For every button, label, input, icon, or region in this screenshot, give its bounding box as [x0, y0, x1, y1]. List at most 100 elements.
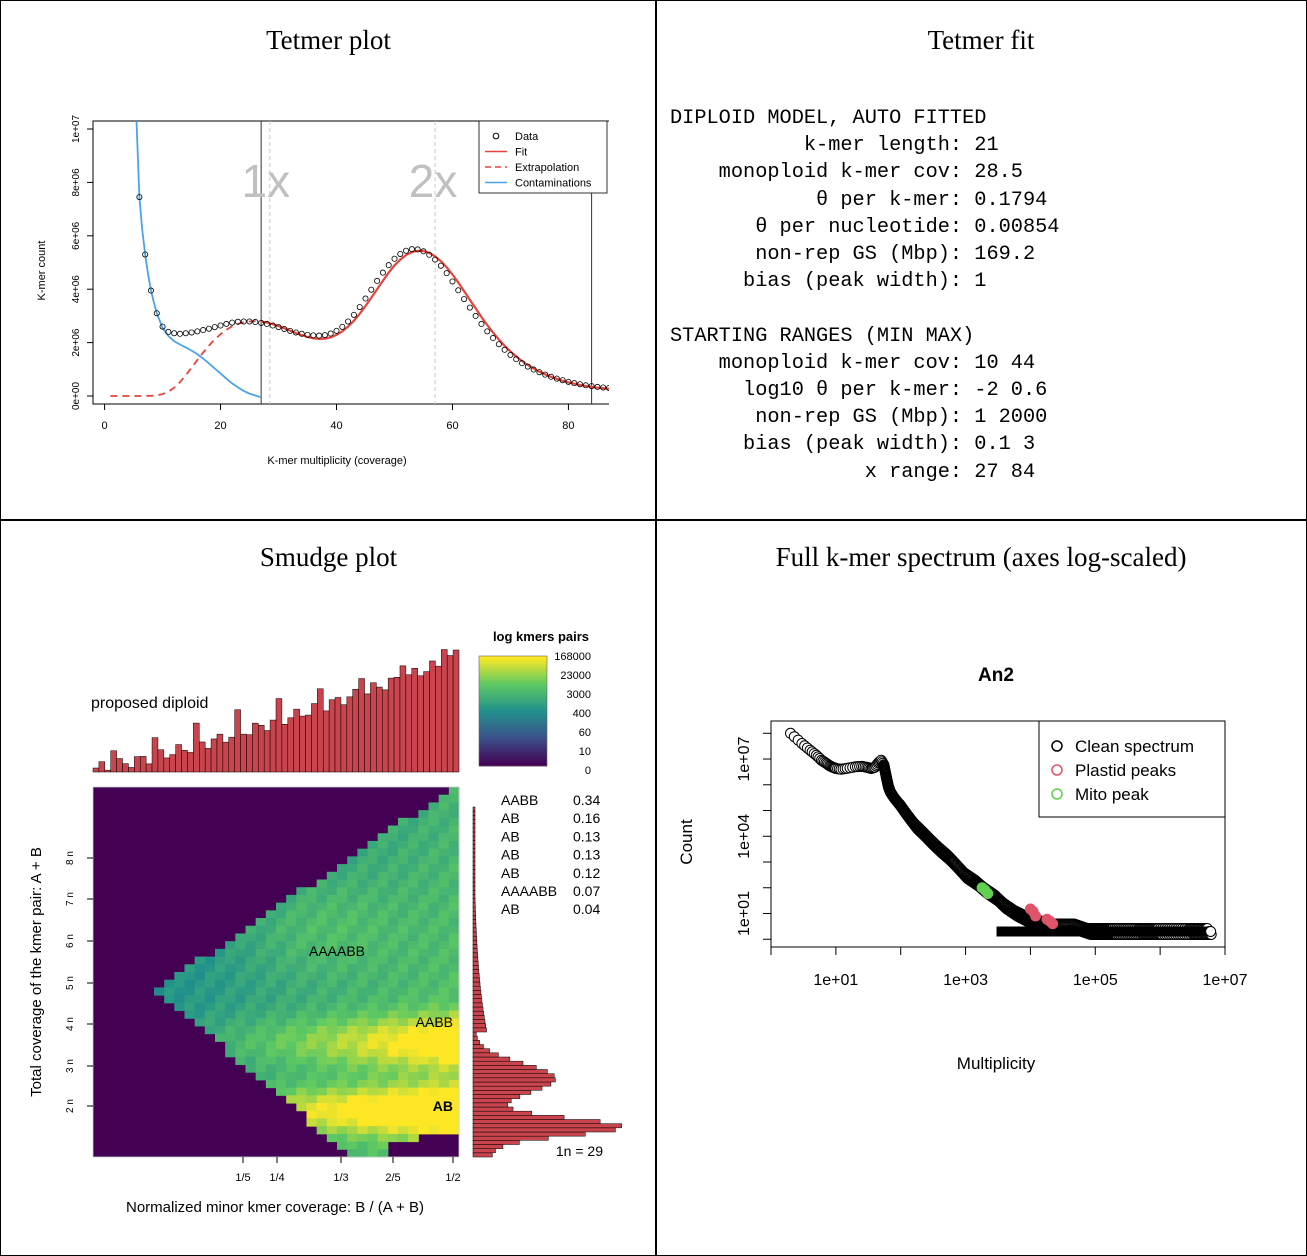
heatmap-cell [286, 972, 297, 980]
heatmap-cell [388, 995, 399, 1003]
right-histogram-bar [473, 1053, 498, 1057]
heatmap-cell [368, 964, 379, 972]
top-histogram-bar [335, 697, 341, 772]
range-row-4: x range: 27 84 [670, 461, 1035, 484]
heatmap-cell [418, 841, 429, 849]
heatmap-cell [266, 972, 277, 980]
heatmap-cell [215, 964, 226, 972]
top-histogram-bar [193, 723, 199, 772]
heatmap-cell [164, 987, 175, 995]
heatmap-cell [368, 941, 379, 949]
smudge-y-tick-label-6: 8 n [65, 851, 76, 865]
heatmap-cell [307, 903, 318, 911]
right-histogram-bar [473, 1140, 519, 1144]
heatmap-cell [439, 941, 450, 949]
heatmap-cell [398, 1126, 409, 1134]
heatmap-cell [408, 849, 419, 857]
heatmap-cell [317, 1103, 328, 1111]
heatmap-cell [327, 1041, 338, 1049]
heatmap-cell [378, 972, 389, 980]
data-point [450, 279, 455, 284]
heatmap-cell [347, 972, 358, 980]
heatmap-cell [357, 1034, 368, 1042]
heatmap-cell [368, 910, 379, 918]
heatmap-cell [296, 933, 307, 941]
smudge-x-axis-label: Normalized minor kmer coverage: B / (A +… [126, 1199, 424, 1216]
legend-label-1: Fit [515, 147, 527, 159]
heatmap-cell [357, 849, 368, 857]
data-point [461, 296, 466, 301]
heatmap-cell [307, 964, 318, 972]
coverage-note: 1n = 29 [556, 1143, 603, 1159]
range-row-3: bias (peak width): 0.1 3 [670, 433, 1035, 456]
heatmap-cell [195, 1018, 206, 1026]
heatmap-cell [296, 972, 307, 980]
heatmap-cell [347, 1011, 358, 1019]
right-histogram-bar [473, 915, 476, 919]
heatmap-cell [327, 1126, 338, 1134]
heatmap-cell [347, 1103, 358, 1111]
heatmap-cell [378, 1103, 389, 1111]
heatmap-cell [368, 1142, 379, 1150]
data-point [502, 347, 507, 352]
heatmap-cell [408, 895, 419, 903]
heatmap-cell [307, 933, 318, 941]
heatmap-cell [347, 1003, 358, 1011]
heatmap-cell [408, 918, 419, 926]
right-histogram-bar [473, 961, 478, 965]
data-point [346, 319, 351, 324]
heatmap-cell [439, 964, 450, 972]
heatmap-cell [174, 995, 185, 1003]
heatmap-cell [388, 980, 399, 988]
heatmap-cell [439, 802, 450, 810]
heatmap-cell [388, 887, 399, 895]
heatmap-cell [327, 995, 338, 1003]
heatmap-cell [439, 957, 450, 965]
heatmap-cell [368, 864, 379, 872]
top-histogram-bar [105, 770, 111, 772]
right-histogram-bar [473, 945, 477, 949]
heatmap-cell [449, 1080, 460, 1088]
top-histogram-bar [217, 734, 223, 772]
heatmap-cell [418, 910, 429, 918]
heatmap-cell [337, 918, 348, 926]
heatmap-cell [347, 903, 358, 911]
heatmap-cell [439, 1088, 450, 1096]
heatmap-cell [388, 1103, 399, 1111]
summary-label-2: AB [501, 828, 520, 844]
colorbar-label-0: 168000 [554, 651, 591, 663]
heatmap-cell [205, 1011, 216, 1019]
heatmap-cell [378, 841, 389, 849]
heatmap-cell [256, 1072, 267, 1080]
top-histogram-bar [241, 734, 247, 772]
heatmap-cell [215, 972, 226, 980]
heatmap-cell [398, 1111, 409, 1119]
heatmap-cell [347, 887, 358, 895]
heatmap-cell [266, 957, 277, 965]
heatmap-cell [378, 933, 389, 941]
top-histogram-bar [146, 764, 152, 772]
colorbar-step [479, 670, 547, 673]
range-row-1: log10 θ per k-mer: -2 0.6 [670, 379, 1047, 402]
top-histogram-bar [359, 679, 365, 772]
top-histogram-bar [447, 656, 453, 772]
heatmap-cell [378, 1034, 389, 1042]
heatmap-cell [378, 957, 389, 965]
heatmap-cell [327, 964, 338, 972]
top-histogram-bar [205, 748, 211, 772]
heatmap-cell [307, 1011, 318, 1019]
heatmap-cell [357, 1111, 368, 1119]
top-histogram-bar [341, 705, 347, 772]
heatmap-cell [185, 1003, 196, 1011]
colorbar-step [479, 664, 547, 667]
heatmap-cell [408, 1049, 419, 1057]
heatmap-cell [317, 1049, 328, 1057]
heatmap-cell [378, 910, 389, 918]
heatmap-cell [368, 980, 379, 988]
heatmap-cell [317, 1072, 328, 1080]
top-histogram-bar [152, 738, 158, 772]
heatmap-cell [337, 1095, 348, 1103]
heatmap-cell [418, 1072, 429, 1080]
heatmap-cell [449, 1126, 460, 1134]
heatmap-cell [378, 887, 389, 895]
